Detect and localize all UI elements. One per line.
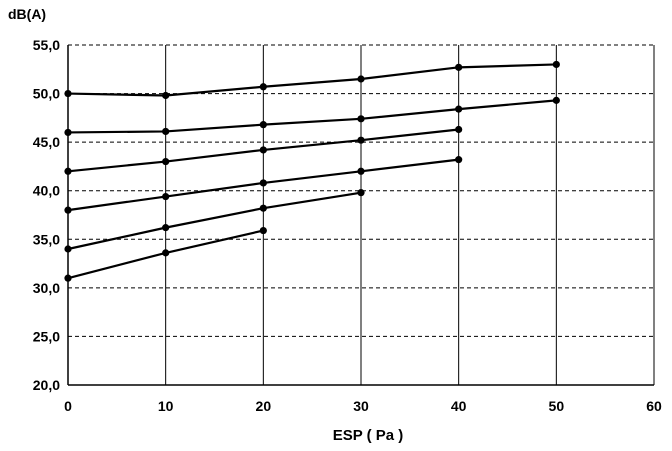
tick-labels: 20,0 25,0 30,0 35,0 40,0 45,0 50,0 55,0 0 10 20 30 4… [33, 37, 662, 414]
x-tick-label: 40 [451, 398, 467, 414]
data-point [259, 146, 267, 154]
y-tick-label: 45,0 [33, 134, 60, 150]
x-tick-label: 0 [64, 398, 72, 414]
data-point [455, 63, 463, 71]
series-line [67, 99, 557, 134]
series-group [64, 60, 560, 282]
series-1 [64, 60, 560, 100]
data-point [162, 224, 170, 232]
data-point [259, 179, 267, 187]
series-5 [64, 189, 365, 253]
y-tick-label: 40,0 [33, 183, 60, 199]
data-point [552, 96, 560, 104]
data-point [64, 128, 72, 137]
data-point [259, 226, 267, 235]
y-tick-label: 25,0 [33, 328, 60, 344]
data-point [162, 249, 170, 257]
data-point [162, 127, 170, 136]
series-line [67, 63, 557, 97]
x-tick-label: 50 [549, 398, 565, 414]
data-point [455, 105, 463, 113]
x-tick-label: 10 [158, 398, 174, 414]
series-6 [64, 226, 267, 282]
series-line [67, 191, 362, 251]
y-tick-label: 50,0 [33, 86, 60, 102]
data-point [455, 125, 463, 134]
data-point [64, 206, 72, 214]
x-tick-label: 20 [256, 398, 272, 414]
data-point [162, 192, 170, 201]
data-point [259, 83, 267, 91]
x-axis-label: ESP ( Pa ) [333, 427, 404, 444]
data-point [259, 121, 267, 129]
data-point [162, 157, 170, 166]
series-4 [64, 156, 463, 214]
data-point [357, 75, 365, 83]
data-point [64, 167, 72, 175]
data-point [455, 156, 463, 164]
data-point [357, 115, 365, 123]
data-point [357, 189, 365, 197]
data-point [552, 60, 560, 69]
axes [67, 45, 654, 386]
y-tick-label: 55,0 [33, 37, 60, 53]
data-point [259, 204, 267, 212]
y-tick-label: 30,0 [33, 280, 60, 296]
x-tick-label: 60 [646, 398, 662, 414]
y-tick-label: 35,0 [33, 231, 60, 247]
series-3 [64, 125, 463, 175]
x-tick-label: 30 [353, 398, 369, 414]
data-point [64, 274, 72, 282]
data-point [64, 245, 72, 253]
data-point [162, 91, 170, 100]
data-point [64, 89, 72, 98]
series-2 [64, 96, 560, 137]
data-point [357, 136, 365, 144]
data-point [357, 167, 365, 175]
y-axis-label: dB(A) [8, 6, 46, 22]
y-tick-label: 20,0 [33, 377, 60, 393]
